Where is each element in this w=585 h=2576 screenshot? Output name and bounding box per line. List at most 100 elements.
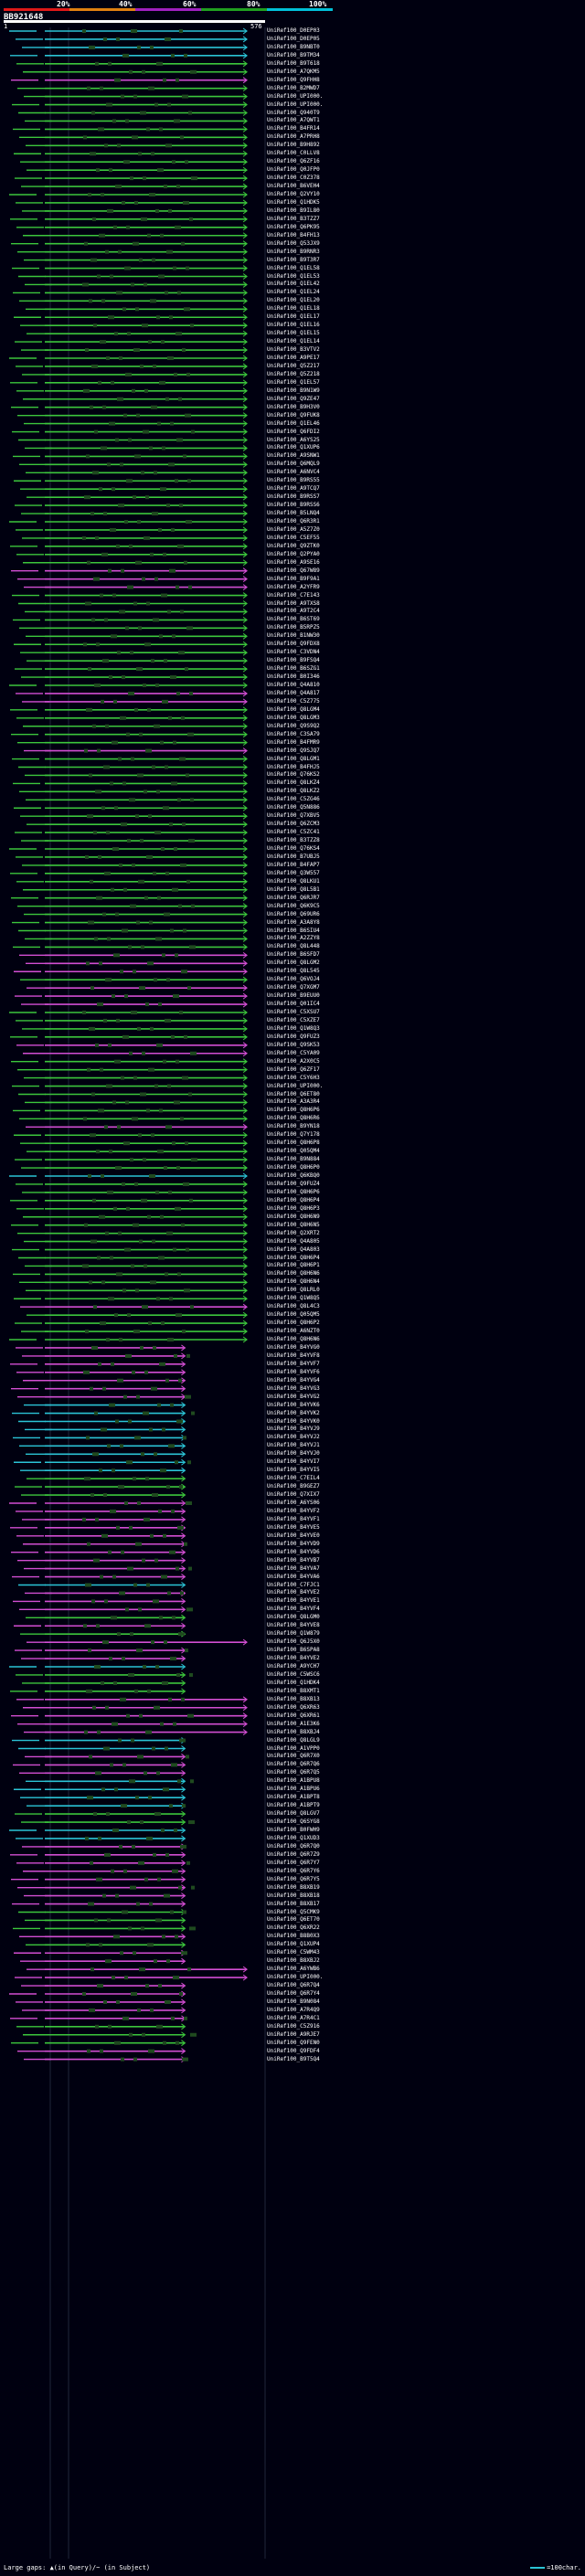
hit-label[interactable]: UniRef100_D0EP05 (267, 35, 320, 42)
hit-label[interactable]: UniRef100_Q6J5X0 (267, 1638, 320, 1646)
hit-label[interactable]: UniRef100_B1NW30 (267, 632, 320, 640)
hit-label[interactable]: UniRef100_B4YVG2 (267, 1393, 320, 1400)
hit-label[interactable]: UniRef100_A1BPT9 (267, 1802, 320, 1809)
hit-label[interactable]: UniRef100_Q6VOJ4 (267, 976, 320, 983)
hit-label[interactable]: UniRef100_Q8L545 (267, 968, 320, 975)
hit-label[interactable]: UniRef100_C7E143 (267, 591, 320, 599)
hit-label[interactable]: UniRef100_A7R4Q9 (267, 2006, 320, 2013)
hit-label[interactable]: UniRef100_Q8LGV7 (267, 1810, 320, 1818)
hit-label[interactable]: UniRef100_UPI000... (267, 101, 322, 108)
hit-label[interactable]: UniRef100_Q1EL20 (267, 297, 320, 304)
hit-label[interactable]: UniRef100_Q6ET80 (267, 1090, 320, 1097)
hit-label[interactable]: UniRef100_Q6SYG8 (267, 1818, 320, 1826)
hit-label[interactable]: UniRef100_B4YVG3 (267, 1384, 320, 1392)
hit-label[interactable]: UniRef100_UPI000... (267, 92, 322, 100)
hit-label[interactable]: UniRef100_B9RSS6 (267, 502, 320, 509)
hit-label[interactable]: UniRef100_Q6K9C5 (267, 902, 320, 909)
hit-label[interactable]: UniRef100_Q8H6N9 (267, 1213, 320, 1220)
hit-label[interactable]: UniRef100_Q9S9Q2 (267, 722, 320, 729)
hit-label[interactable]: UniRef100_Q8LGM4 (267, 705, 320, 713)
hit-label[interactable]: UniRef100_B6SPA8 (267, 1647, 320, 1654)
hit-label[interactable]: UniRef100_B3VTV2 (267, 346, 320, 354)
hit-label[interactable]: UniRef100_A2ZZY8 (267, 935, 320, 942)
hit-label[interactable]: UniRef100_B9N884 (267, 1156, 320, 1163)
hit-label[interactable]: UniRef100_B4FMR9 (267, 738, 320, 746)
hit-label[interactable]: UniRef100_Q8L4C3 (267, 1303, 320, 1310)
hit-label[interactable]: UniRef100_B3TZZ8 (267, 837, 320, 844)
hit-label[interactable]: UniRef100_Q9FUZ3 (267, 1033, 320, 1040)
hit-label[interactable]: UniRef100_Q8H6N6 (267, 1270, 320, 1277)
hit-label[interactable]: UniRef100_C5XZE7 (267, 1016, 320, 1023)
hit-label[interactable]: UniRef100_Q8LGM0 (267, 1614, 320, 1621)
hit-label[interactable]: UniRef100_Q8LGM3 (267, 714, 320, 721)
hit-label[interactable]: UniRef100_Q1EL15 (267, 330, 320, 337)
hit-label[interactable]: UniRef100_A1BPT8 (267, 1794, 320, 1801)
hit-label[interactable]: UniRef100_B4FHJ5 (267, 763, 320, 770)
hit-label[interactable]: UniRef100_B4YVD9 (267, 1540, 320, 1547)
hit-label[interactable]: UniRef100_A9YCH7 (267, 1663, 320, 1670)
hit-label[interactable]: UniRef100_Q8L5B1 (267, 885, 320, 893)
hit-label[interactable]: UniRef100_B4YVF8 (267, 1352, 320, 1359)
hit-label[interactable]: UniRef100_Q9FHH8 (267, 76, 320, 83)
hit-label[interactable]: UniRef100_B8XMT1 (267, 1687, 320, 1694)
hit-label[interactable]: UniRef100_Q6ZF16 (267, 158, 320, 165)
hit-label[interactable]: UniRef100_B4FH13 (267, 231, 320, 239)
hit-label[interactable]: UniRef100_B9TM34 (267, 51, 320, 58)
hit-label[interactable]: UniRef100_A3A8Y8 (267, 918, 320, 926)
hit-label[interactable]: UniRef100_C5ZG46 (267, 796, 320, 803)
hit-label[interactable]: UniRef100_Q8LRL0 (267, 1287, 320, 1294)
hit-label[interactable]: UniRef100_Q940T9 (267, 109, 320, 116)
hit-label[interactable]: UniRef100_Q76KS2 (267, 771, 320, 779)
hit-label[interactable]: UniRef100_A9RJE7 (267, 2030, 320, 2038)
hit-label[interactable]: UniRef100_Q8H6P8 (267, 1140, 320, 1147)
hit-label[interactable]: UniRef100_B9H892 (267, 142, 320, 149)
hit-label[interactable]: UniRef100_B9T618 (267, 59, 320, 67)
hit-label[interactable]: UniRef100_B4YVE5 (267, 1523, 320, 1531)
hit-label[interactable]: UniRef100_Q8H6P1 (267, 1262, 320, 1269)
hit-label[interactable]: UniRef100_B8XBJ2 (267, 1957, 320, 1965)
hit-label[interactable]: UniRef100_Q6R7Q5 (267, 1769, 320, 1776)
hit-label[interactable]: UniRef100_Q1W8Q3 (267, 1024, 320, 1032)
hit-label[interactable]: UniRef100_B4YVK2 (267, 1409, 320, 1416)
hit-label[interactable]: UniRef100_Q9FDX8 (267, 641, 320, 648)
hit-label[interactable]: UniRef100_Q6R3R1 (267, 518, 320, 525)
hit-label[interactable]: UniRef100_Q1EL16 (267, 322, 320, 329)
hit-label[interactable]: UniRef100_Q9FDF4 (267, 2047, 320, 2054)
hit-label[interactable]: UniRef100_Q05QM4 (267, 1148, 320, 1155)
hit-label[interactable]: UniRef100_Q6R7X0 (267, 1753, 320, 1760)
hit-label[interactable]: UniRef100_Q6XR22 (267, 1924, 320, 1932)
hit-label[interactable]: UniRef100_B4YVE1 (267, 1597, 320, 1605)
hit-label[interactable]: UniRef100_Q1EL46 (267, 419, 320, 427)
hit-label[interactable]: UniRef100_Q6R7Q4 (267, 1982, 320, 1989)
hit-label[interactable]: UniRef100_B4YVA6 (267, 1573, 320, 1580)
hit-label[interactable]: UniRef100_Q7XGM7 (267, 984, 320, 991)
hit-label[interactable]: UniRef100_Q67W89 (267, 567, 320, 574)
hit-label[interactable]: UniRef100_Q1XUP6 (267, 444, 320, 451)
hit-label[interactable]: UniRef100_Q6R7Y6 (267, 1867, 320, 1874)
hit-label[interactable]: UniRef100_C5XSU7 (267, 1009, 320, 1015)
hit-label[interactable]: UniRef100_Q9FUZ4 (267, 1180, 320, 1187)
hit-label[interactable]: UniRef100_A9SNW1 (267, 452, 320, 460)
hit-label[interactable]: UniRef100_B2MWD7 (267, 84, 320, 91)
hit-label[interactable]: UniRef100_Q1EL42 (267, 281, 320, 288)
hit-label[interactable]: UniRef100_A1BPU8 (267, 1777, 320, 1785)
hit-label[interactable]: UniRef100_Q8H6R6 (267, 1115, 320, 1122)
hit-label[interactable]: UniRef100_Q1HDK4 (267, 1679, 320, 1686)
hit-label[interactable]: UniRef100_B6ST69 (267, 616, 320, 623)
hit-label[interactable]: UniRef100_D0EP03 (267, 27, 320, 34)
hit-label[interactable]: UniRef100_Q1XUD3 (267, 1834, 320, 1841)
hit-label[interactable]: UniRef100_Q6PK95 (267, 223, 320, 230)
hit-label[interactable]: UniRef100_Q6XR63 (267, 1703, 320, 1711)
hit-label[interactable]: UniRef100_B4YVI5 (267, 1467, 320, 1474)
hit-label[interactable]: UniRef100_A6YWB6 (267, 1966, 320, 1973)
hit-label[interactable]: UniRef100_Q6ZF17 (267, 1065, 320, 1073)
hit-label[interactable]: UniRef100_Q6R7Q6 (267, 1761, 320, 1768)
hit-label[interactable]: UniRef100_Q7XBV5 (267, 812, 320, 820)
hit-label[interactable]: UniRef100_A6NZT0 (267, 1328, 320, 1335)
hit-label[interactable]: UniRef100_B4YVK0 (267, 1417, 320, 1425)
hit-label[interactable]: UniRef100_Q8LGM2 (267, 959, 320, 967)
hit-label[interactable]: UniRef100_Q4A817 (267, 689, 320, 696)
hit-label[interactable]: UniRef100_A9TXS8 (267, 599, 320, 607)
hit-label[interactable]: UniRef100_Q8H6N4 (267, 1278, 320, 1286)
hit-label[interactable]: UniRef100_Q9ZE47 (267, 395, 320, 402)
